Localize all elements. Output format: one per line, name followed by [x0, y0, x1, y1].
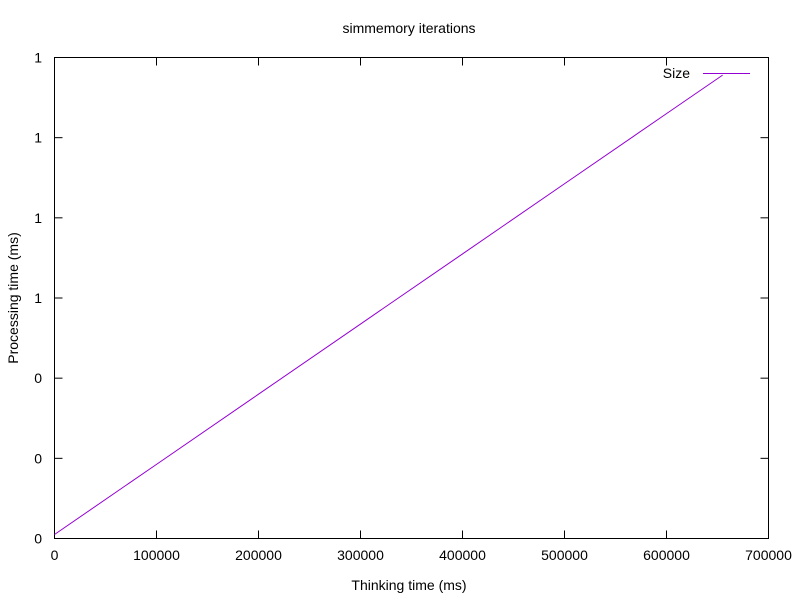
y-tick-label: 0	[34, 531, 42, 547]
legend: Size	[663, 65, 750, 81]
x-tick-label: 700000	[745, 547, 792, 563]
tick-marks	[54, 57, 769, 539]
y-tick-label: 1	[34, 290, 42, 306]
y-tick-label: 0	[34, 450, 42, 466]
x-axis-label: Thinking time (ms)	[351, 577, 466, 593]
x-axis-tick-labels: 0 100000 200000 300000 400000 500000 600000 700…	[51, 547, 792, 563]
x-tick-label: 600000	[643, 547, 690, 563]
x-tick-label: 300000	[337, 547, 384, 563]
x-tick-label: 0	[51, 547, 59, 563]
plot-area-border	[54, 57, 769, 539]
x-tick-label: 500000	[541, 547, 588, 563]
y-tick-label: 0	[34, 370, 42, 386]
y-tick-label: 1	[34, 210, 42, 226]
x-tick-label: 100000	[133, 547, 180, 563]
legend-label-size: Size	[663, 65, 690, 81]
x-tick-label: 400000	[439, 547, 486, 563]
chart-title: simmemory iterations	[342, 20, 475, 36]
series-line-size	[54, 74, 723, 535]
y-tick-label: 1	[34, 130, 42, 146]
y-axis-label: Processing time (ms)	[5, 232, 21, 363]
y-tick-label: 1	[34, 50, 42, 66]
y-axis-tick-labels: 0 0 0 1 1 1 1	[34, 50, 42, 547]
x-tick-label: 200000	[235, 547, 282, 563]
